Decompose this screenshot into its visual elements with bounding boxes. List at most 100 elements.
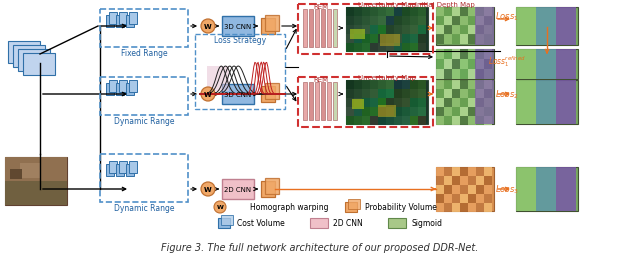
Bar	[394, 117, 402, 125]
Bar	[418, 117, 426, 125]
Bar	[410, 117, 418, 125]
Bar	[309, 83, 313, 121]
Bar	[354, 108, 362, 117]
Bar	[468, 8, 476, 18]
Bar	[436, 81, 444, 90]
Bar	[516, 167, 578, 211]
Bar	[536, 81, 556, 124]
Bar	[303, 10, 307, 48]
Bar	[129, 81, 137, 93]
Text: W: W	[216, 205, 223, 210]
Bar	[354, 8, 362, 17]
Bar	[468, 117, 476, 125]
Bar	[378, 44, 386, 53]
Bar	[126, 16, 134, 28]
Bar	[348, 199, 360, 209]
Bar	[106, 16, 114, 28]
Bar	[484, 108, 492, 117]
Bar	[346, 81, 428, 124]
Bar	[436, 117, 444, 125]
Bar	[468, 167, 476, 176]
Bar	[378, 99, 386, 108]
Bar	[476, 26, 484, 36]
Bar	[452, 194, 460, 203]
Bar	[468, 60, 476, 70]
Bar	[418, 108, 426, 117]
Bar	[129, 161, 137, 173]
Bar	[394, 108, 402, 117]
Text: Loss$_1$: Loss$_1$	[495, 11, 519, 23]
Bar	[476, 70, 484, 80]
Text: Loss$_2$: Loss$_2$	[495, 88, 519, 101]
Bar	[468, 176, 476, 185]
Bar	[386, 90, 394, 99]
Bar	[475, 81, 494, 124]
Bar	[444, 167, 452, 176]
Bar	[261, 87, 275, 103]
Bar	[394, 99, 402, 108]
Bar	[484, 26, 492, 36]
Bar	[410, 90, 418, 99]
Bar	[516, 8, 578, 46]
Bar	[460, 17, 468, 27]
Bar	[468, 108, 476, 117]
Bar	[444, 90, 452, 99]
Bar	[516, 167, 536, 211]
Bar	[410, 8, 418, 17]
Bar	[402, 44, 410, 53]
Bar	[484, 90, 492, 99]
Bar	[354, 26, 362, 35]
Text: Initial Depth Map: Initial Depth Map	[415, 2, 475, 8]
Bar	[261, 181, 275, 197]
Bar	[460, 8, 468, 18]
Text: Homograph warping: Homograph warping	[250, 203, 328, 212]
Bar	[444, 99, 452, 108]
Bar	[265, 16, 279, 32]
Bar	[362, 17, 370, 26]
Bar	[484, 35, 492, 45]
Bar	[410, 99, 418, 108]
Bar	[354, 90, 362, 99]
Bar	[402, 35, 410, 44]
Bar	[556, 81, 576, 124]
Bar	[452, 8, 460, 18]
Bar	[378, 81, 386, 90]
Bar	[516, 50, 578, 80]
Bar	[452, 203, 460, 212]
Text: 3D CNN: 3D CNN	[225, 24, 252, 30]
Bar	[402, 17, 410, 26]
Bar	[378, 26, 386, 35]
Bar	[452, 70, 460, 80]
Bar	[119, 13, 127, 25]
Bar	[303, 83, 307, 121]
Bar	[5, 157, 67, 181]
Bar	[484, 50, 492, 60]
Bar	[354, 17, 362, 26]
Text: 3D CNN: 3D CNN	[225, 92, 252, 98]
Bar	[484, 194, 492, 203]
Bar	[444, 194, 452, 203]
Bar	[410, 108, 418, 117]
Bar	[444, 108, 452, 117]
Bar	[402, 108, 410, 117]
Text: W: W	[204, 92, 212, 98]
Text: Dynamic Range: Dynamic Range	[114, 116, 174, 125]
Bar	[556, 8, 576, 46]
Bar	[476, 8, 484, 18]
Bar	[476, 108, 484, 117]
Bar	[378, 106, 396, 118]
Bar	[476, 60, 484, 70]
Bar	[468, 81, 476, 90]
Bar	[116, 164, 124, 176]
Bar	[327, 83, 331, 121]
Bar	[484, 185, 492, 194]
Bar	[354, 35, 362, 44]
Bar	[261, 19, 275, 35]
Bar	[370, 108, 378, 117]
Bar	[444, 81, 452, 90]
Bar	[265, 178, 279, 194]
Bar	[386, 117, 394, 125]
Bar	[436, 26, 444, 36]
Bar	[386, 35, 394, 44]
Bar	[476, 17, 484, 27]
